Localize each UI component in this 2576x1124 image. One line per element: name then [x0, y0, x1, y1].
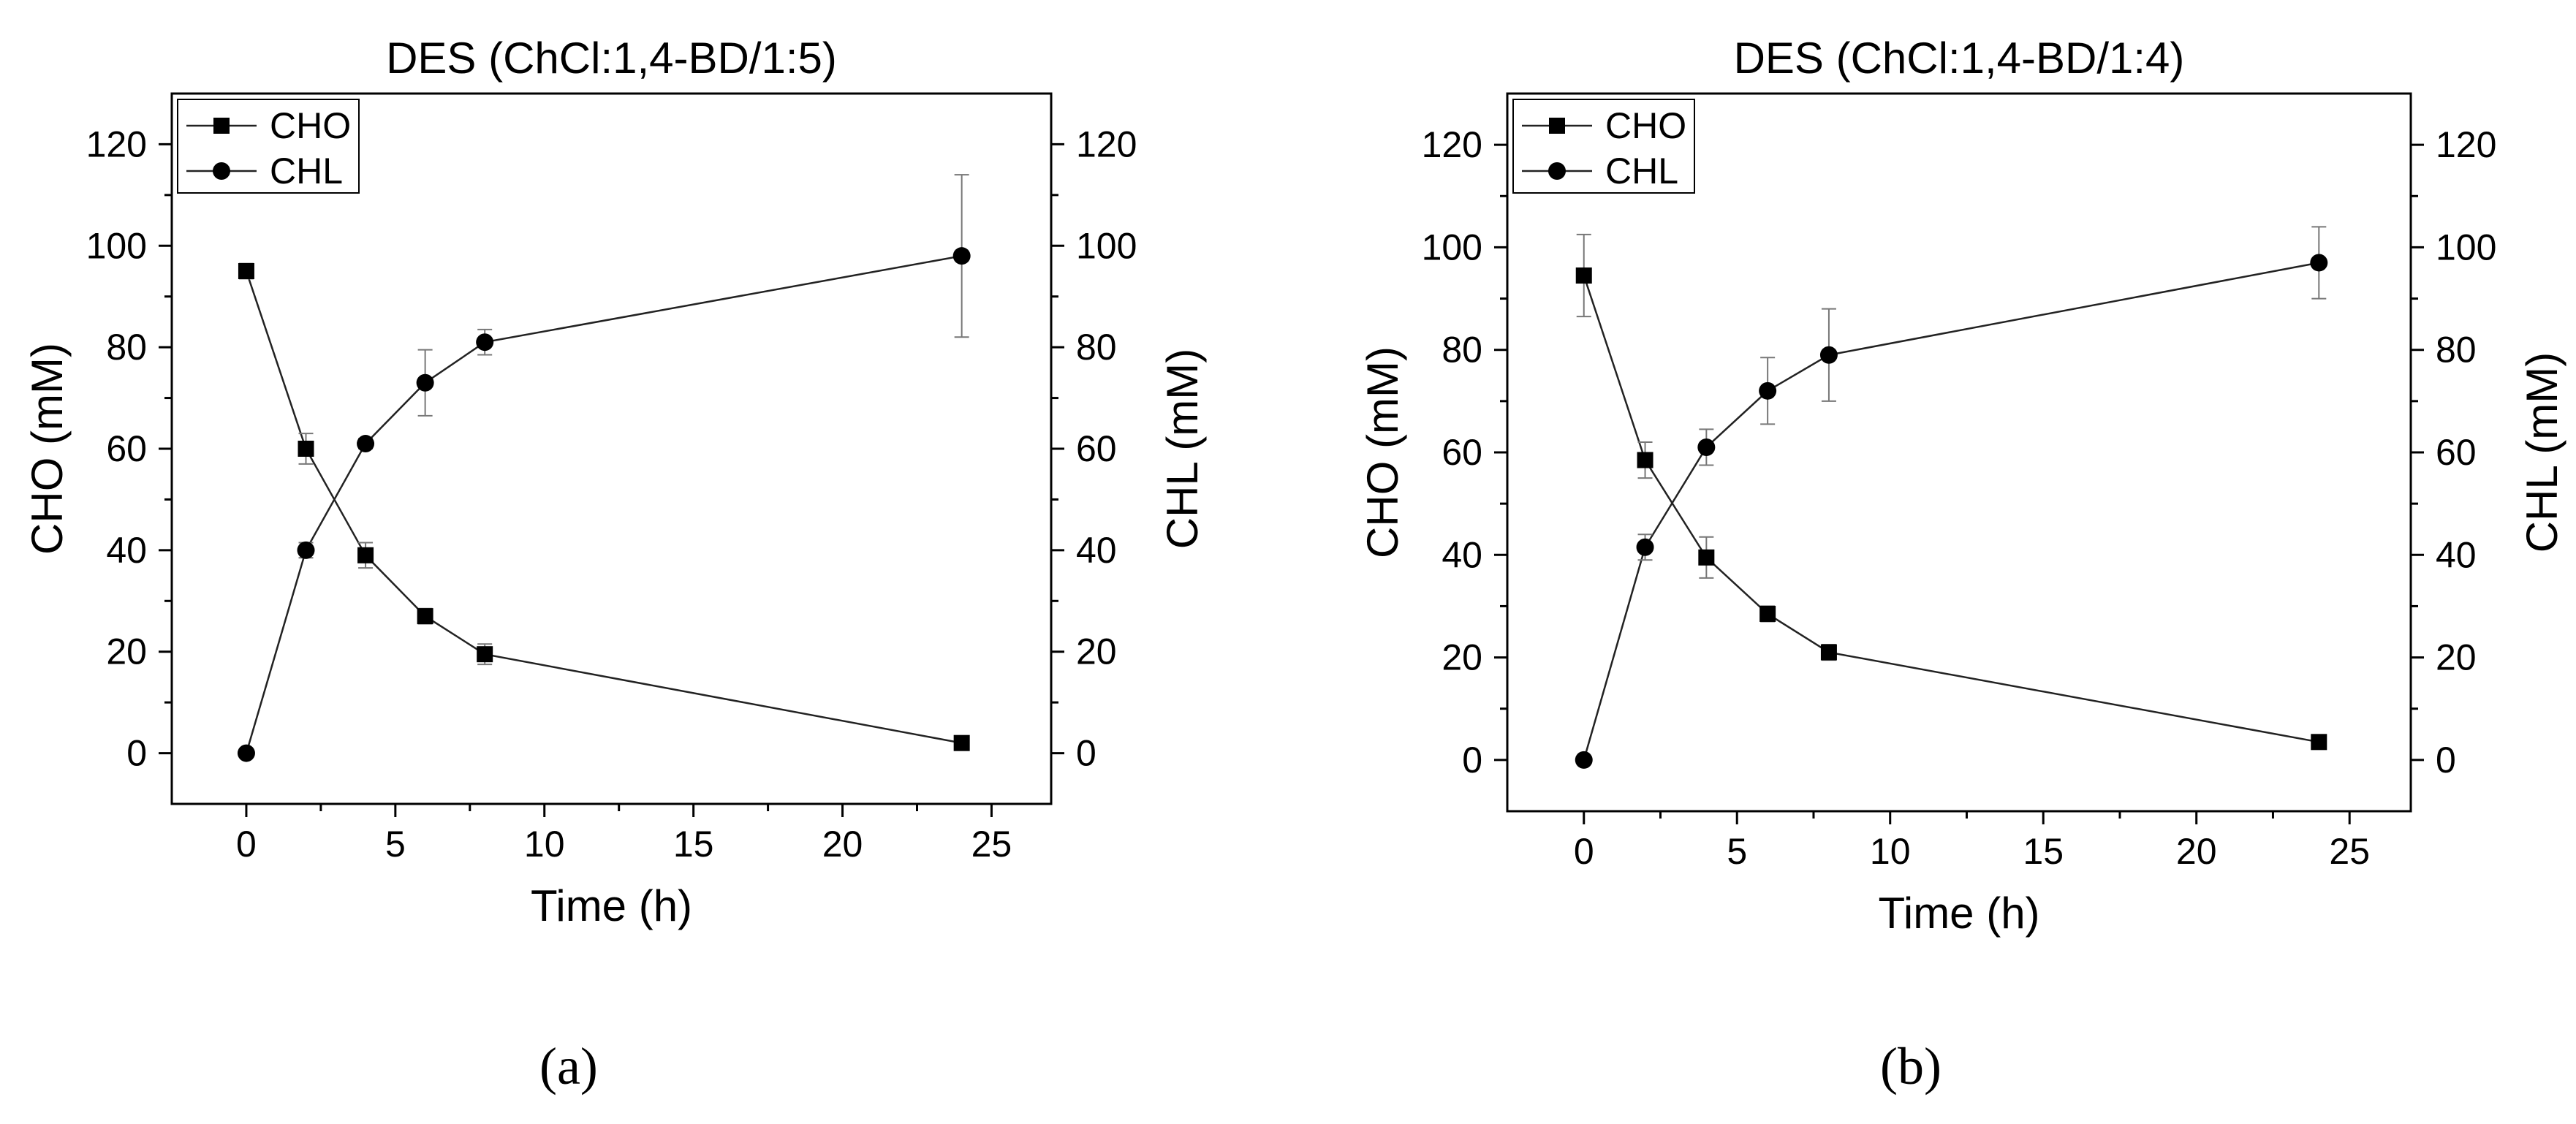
data-point — [2310, 254, 2328, 272]
legend-marker — [213, 162, 230, 180]
y-right-axis-title: CHL (mM) — [1158, 349, 1207, 549]
series-cho — [238, 262, 970, 751]
data-point — [1759, 605, 1776, 622]
y-right-tick-label: 60 — [2436, 432, 2477, 473]
x-tick-label: 10 — [1870, 831, 1911, 872]
data-point — [357, 547, 374, 563]
y-right-tick-label: 60 — [1076, 428, 1117, 469]
legend-label: CHL — [270, 151, 343, 191]
data-point — [1820, 644, 1837, 661]
y-left-tick-label: 20 — [106, 631, 147, 672]
x-tick-label: 20 — [2176, 831, 2217, 872]
legend-box — [1512, 99, 1695, 194]
y-right-tick-label: 0 — [1076, 733, 1096, 774]
data-point — [1575, 751, 1593, 769]
data-point — [237, 744, 255, 762]
x-tick-label: 25 — [971, 824, 1012, 865]
data-point — [298, 441, 314, 457]
chart-title: DES (ChCl:1,4-BD/1:5) — [386, 34, 837, 83]
panel-label-b: (b) — [1880, 1037, 1942, 1095]
data-point — [1759, 381, 1777, 400]
data-point — [477, 646, 493, 663]
x-tick-label: 0 — [236, 824, 257, 865]
y-left-tick-label: 60 — [106, 428, 147, 469]
data-point — [1637, 452, 1653, 468]
panel-label-a: (a) — [539, 1037, 598, 1095]
series-line — [245, 254, 962, 753]
legend-label: CHO — [1605, 105, 1686, 146]
data-point — [1636, 538, 1654, 556]
data-point — [1575, 267, 1592, 284]
y-left-tick-label: 100 — [86, 225, 147, 266]
data-point — [417, 608, 433, 625]
legend-label: CHL — [1605, 151, 1678, 191]
data-point — [1698, 549, 1715, 566]
y-left-axis-title: CHO (mM) — [23, 343, 72, 555]
chart-title: DES (ChCl:1,4-BD/1:4) — [1734, 34, 2185, 83]
data-point — [953, 734, 970, 751]
data-point — [2311, 734, 2327, 751]
y-right-tick-label: 100 — [1076, 225, 1137, 266]
y-left-tick-label: 20 — [1442, 637, 1482, 678]
x-axis-title: Time (h) — [531, 881, 692, 930]
y-left-tick-label: 40 — [1442, 534, 1482, 575]
legend-box — [177, 99, 360, 194]
data-point — [1819, 346, 1838, 364]
y-left-tick-label: 120 — [1422, 124, 1482, 165]
y-left-tick-label: 80 — [1442, 330, 1482, 371]
data-point — [952, 247, 971, 265]
x-tick-label: 20 — [822, 824, 863, 865]
x-tick-label: 10 — [524, 824, 565, 865]
data-point — [238, 263, 254, 279]
y-right-tick-label: 0 — [2436, 740, 2456, 781]
y-right-tick-label: 120 — [2436, 124, 2496, 165]
y-right-tick-label: 100 — [2436, 227, 2496, 267]
y-left-tick-label: 0 — [1462, 740, 1482, 781]
y-left-tick-label: 120 — [86, 124, 147, 164]
y-left-tick-label: 40 — [106, 530, 147, 571]
data-point — [476, 333, 494, 352]
x-axis-title: Time (h) — [1878, 889, 2039, 938]
y-right-tick-label: 80 — [1076, 327, 1117, 368]
x-tick-label: 5 — [385, 824, 406, 865]
data-point — [357, 435, 375, 453]
y-right-axis-title: CHL (mM) — [2518, 352, 2566, 552]
legend-marker — [1548, 162, 1566, 180]
series-line — [245, 270, 962, 744]
legend-marker — [1549, 118, 1565, 134]
y-right-tick-label: 20 — [2436, 637, 2477, 678]
y-right-tick-label: 120 — [1076, 124, 1137, 164]
y-left-tick-label: 100 — [1422, 227, 1482, 267]
x-tick-label: 5 — [1727, 831, 1747, 872]
y-left-axis-title: CHO (mM) — [1358, 346, 1407, 558]
series-chl — [237, 174, 971, 762]
chart-b: DES (ChCl:1,4-BD/1:4) 0 5 10 15 20 25 0 0 20 20 40 4… — [1358, 34, 2566, 938]
y-left-tick-label: 60 — [1442, 432, 1482, 473]
data-point — [416, 373, 434, 392]
legend-label: CHO — [270, 105, 351, 146]
x-tick-label: 0 — [1574, 831, 1594, 872]
data-point — [1697, 438, 1716, 456]
series-chl — [1575, 226, 2328, 769]
x-tick-label: 15 — [673, 824, 714, 865]
y-right-tick-label: 40 — [1076, 530, 1117, 571]
series-line — [1583, 275, 2319, 743]
x-tick-label: 25 — [2329, 831, 2370, 872]
y-right-tick-label: 40 — [2436, 534, 2477, 575]
data-point — [297, 541, 315, 559]
legend-marker — [213, 118, 230, 134]
y-left-tick-label: 80 — [106, 327, 147, 368]
y-left-tick-label: 0 — [126, 733, 147, 774]
x-tick-label: 15 — [2023, 831, 2064, 872]
chart-a: DES (ChCl:1,4-BD/1:5) 0 5 10 15 20 25 0 0 20 20 40 4… — [23, 34, 1207, 930]
y-right-tick-label: 20 — [1076, 631, 1117, 672]
series-line — [1583, 262, 2319, 761]
y-right-tick-label: 80 — [2436, 330, 2477, 371]
series-cho — [1575, 233, 2327, 751]
